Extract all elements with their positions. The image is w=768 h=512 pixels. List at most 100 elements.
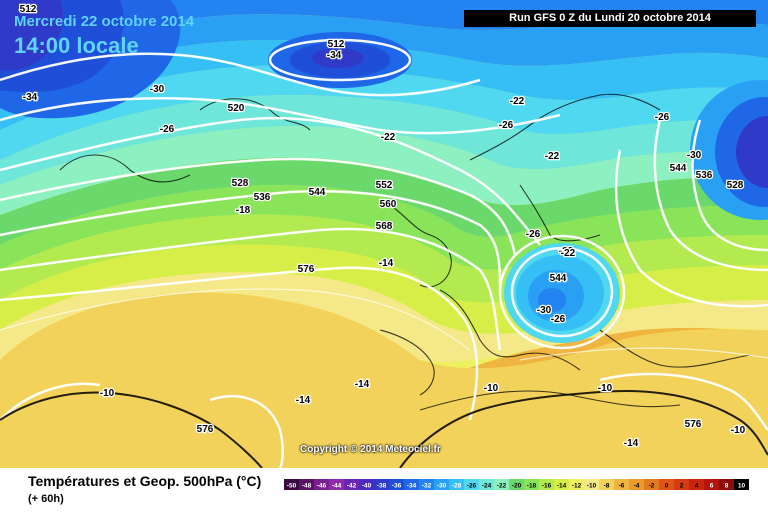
geopotential-label: 560: [380, 199, 397, 210]
temperature-label: -22: [545, 151, 560, 162]
geopotential-label: 552: [376, 180, 393, 191]
chart-title: Températures et Geop. 500hPa (°C): [28, 473, 262, 489]
temperature-label: -10: [731, 425, 746, 436]
scale-swatch: [389, 479, 404, 490]
temperature-label: -10: [100, 388, 115, 399]
geopotential-label: 512: [20, 4, 37, 15]
scale-tick-label: 10: [738, 483, 746, 490]
scale-swatch: [539, 479, 554, 490]
temp-band-cyan-light: [0, 94, 768, 185]
geopotential-label: 520: [228, 103, 245, 114]
scale-tick-label: -8: [604, 483, 610, 490]
scale-tick-label: -44: [332, 483, 342, 490]
cold-core-north-atlantic-deep: [312, 48, 364, 68]
scale-swatch: [509, 479, 524, 490]
scale-swatch: [434, 479, 449, 490]
temperature-scale: -50 -48 -46 -44 -42 -40 -38 -36 -34 -32 -30 -28 -26-…: [284, 479, 749, 490]
geopotential-contours: [0, 38, 768, 468]
scale-tick-label: -24: [482, 483, 492, 490]
scale-swatch: [329, 479, 344, 490]
scale-tick-label: -16: [542, 483, 552, 490]
scale-tick-label: -6: [619, 483, 625, 490]
scale-tick-label: -4: [634, 483, 640, 490]
temperature-label: -34: [327, 50, 342, 61]
geopotential-label: 576: [685, 419, 702, 430]
temperature-label: -30: [537, 305, 552, 316]
scale-tick-label: -34: [407, 483, 417, 490]
scale-tick-label: -38: [377, 483, 387, 490]
scale-tick-label: 2: [680, 483, 684, 490]
geopotential-label: 544: [550, 273, 567, 284]
scale-swatch: [689, 479, 704, 490]
scale-swatch: [479, 479, 494, 490]
temp-band-blue-light: [0, 14, 768, 100]
scale-tick-label: -30: [437, 483, 447, 490]
temperature-label: -10: [598, 383, 613, 394]
scale-swatch: [344, 479, 359, 490]
scale-swatch: [629, 479, 644, 490]
scale-tick-label: -12: [572, 483, 582, 490]
scale-tick-label: -42: [347, 483, 357, 490]
scale-swatch: [314, 479, 329, 490]
scale-tick-label: -50: [287, 483, 297, 490]
temperature-label: -22: [559, 246, 574, 257]
cut-off-low-core: [538, 288, 566, 312]
model-run-banner: Run GFS 0 Z du Lundi 20 octobre 2014: [464, 10, 756, 27]
geopotential-label: 528: [232, 178, 249, 189]
temperature-isotherms: [0, 288, 768, 361]
temperature-label: -30: [687, 150, 702, 161]
temperature-label: -22: [561, 248, 576, 259]
scale-swatch: [374, 479, 389, 490]
scale-tick-label: -22: [497, 483, 507, 490]
geopotential-label: 544: [309, 187, 326, 198]
temperature-label: -26: [160, 124, 175, 135]
scale-tick-label: 4: [695, 483, 699, 490]
temp-band-southwest-orange: [0, 292, 768, 468]
temperature-label: -22: [381, 132, 396, 143]
temperature-label: -14: [296, 395, 311, 406]
isotherm-minus10: [0, 389, 768, 468]
scale-tick-label: -36: [392, 483, 402, 490]
scale-swatch: [569, 479, 584, 490]
temperature-label: -26: [551, 314, 566, 325]
temperature-label: -14: [624, 438, 639, 449]
scale-swatch: [599, 479, 614, 490]
scale-swatch: [524, 479, 539, 490]
scale-swatch: [614, 479, 629, 490]
temperature-label: -26: [655, 112, 670, 123]
temperature-label: -30: [150, 84, 165, 95]
scale-tick-label: -10: [587, 483, 597, 490]
temperature-label: -22: [510, 96, 525, 107]
cold-core-northeast-deep: [736, 116, 768, 188]
temperature-label: -34: [23, 92, 38, 103]
scale-tick-label: -20: [512, 483, 522, 490]
scale-swatch: [734, 479, 749, 490]
scale-swatch: [704, 479, 719, 490]
temperature-label: -26: [499, 120, 514, 131]
scale-swatch: [359, 479, 374, 490]
scale-swatch: [464, 479, 479, 490]
geopotential-label: 536: [254, 192, 271, 203]
temperature-label: -18: [236, 205, 251, 216]
geopotential-label: 576: [197, 424, 214, 435]
temp-band-teal: [0, 126, 768, 215]
scale-swatch: [554, 479, 569, 490]
scale-swatch: [419, 479, 434, 490]
scale-tick-label: -40: [362, 483, 372, 490]
scale-swatch: [449, 479, 464, 490]
geopotential-label: 512: [328, 39, 345, 50]
cold-core-northwest-deep: [0, 0, 64, 71]
scale-swatch: [674, 479, 689, 490]
scale-swatch: [404, 479, 419, 490]
geopotential-label: 544: [670, 163, 687, 174]
scale-tick-label: -18: [527, 483, 537, 490]
scale-swatch: [494, 479, 509, 490]
scale-tick-label: -26: [467, 483, 477, 490]
geopotential-label: 536: [696, 170, 713, 181]
scale-swatch: [299, 479, 314, 490]
geopotential-label: 528: [727, 180, 744, 191]
copyright-text: Copyright © 2014 Meteociel.fr: [300, 444, 441, 455]
